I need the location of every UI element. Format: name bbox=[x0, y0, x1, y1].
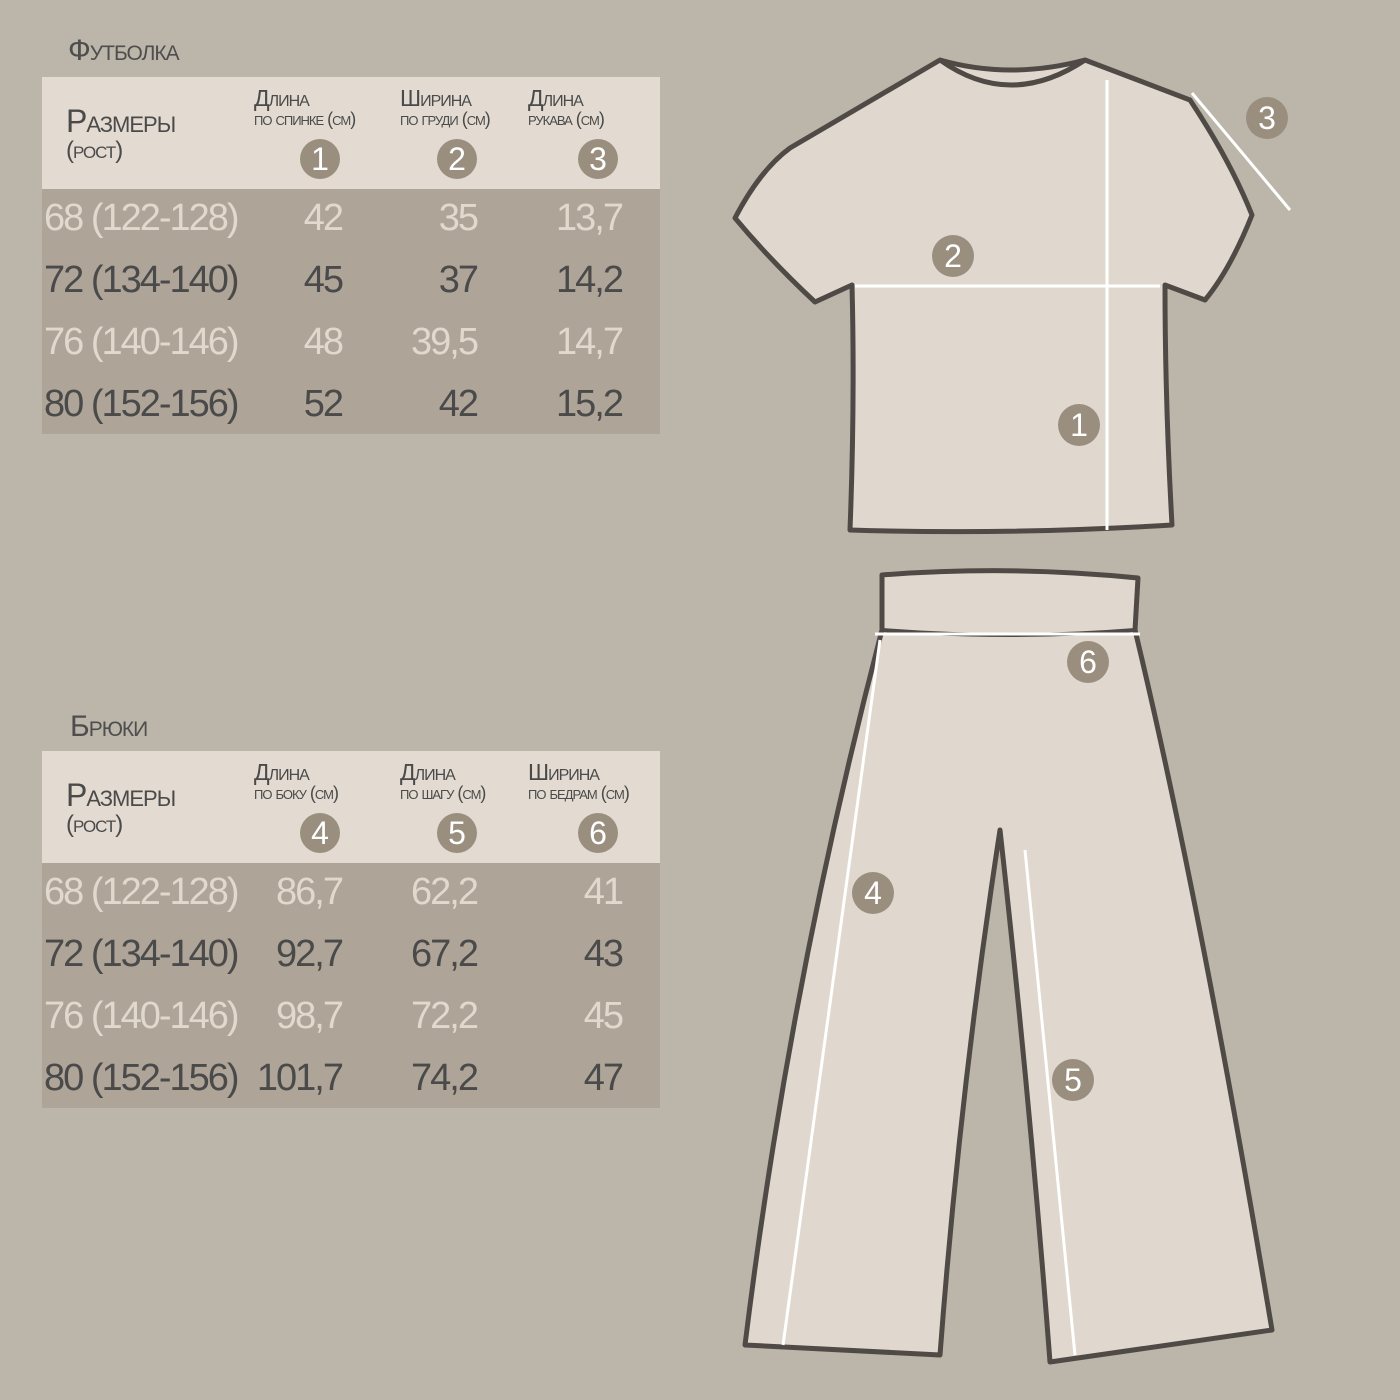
table-row: 80 (152-156) 101,7 74,2 47 bbox=[42, 1049, 660, 1111]
column-header: Длина по боку (см) bbox=[254, 759, 339, 804]
value-cell: 92,7 bbox=[276, 933, 344, 975]
measurement-badge: 2 bbox=[437, 139, 477, 179]
measurement-badge: 5 bbox=[437, 813, 477, 853]
value-cell: 42 bbox=[303, 197, 344, 239]
size-cell: 72 (134-140) bbox=[44, 259, 240, 301]
value-cell: 98,7 bbox=[276, 995, 344, 1037]
size-header: Размеры bbox=[66, 777, 176, 813]
tshirt-title: Футболка bbox=[68, 34, 180, 67]
pants-size-table: Размеры (рост) Длина по боку (см) 4 Длин… bbox=[42, 751, 660, 1108]
size-cell: 72 (134-140) bbox=[44, 933, 240, 975]
table-row: 68 (122-128) 86,7 62,2 41 bbox=[42, 863, 660, 925]
tshirt-drawing bbox=[732, 57, 1255, 535]
value-cell: 45 bbox=[303, 259, 344, 301]
value-cell: 101,7 bbox=[256, 1057, 344, 1099]
table-row: 72 (134-140) 92,7 67,2 43 bbox=[42, 925, 660, 987]
table-header: Размеры (рост) Длина по боку (см) 4 Длин… bbox=[42, 751, 660, 863]
size-cell: 76 (140-146) bbox=[44, 995, 240, 1037]
value-cell: 62,2 bbox=[411, 871, 479, 913]
value-cell: 35 bbox=[438, 197, 479, 239]
value-cell: 43 bbox=[583, 933, 624, 975]
table-row: 76 (140-146) 98,7 72,2 45 bbox=[42, 987, 660, 1049]
diagram-badge: 5 bbox=[1052, 1059, 1094, 1101]
size-header: Размеры bbox=[66, 103, 176, 139]
size-cell: 68 (122-128) bbox=[44, 197, 240, 239]
value-cell: 14,7 bbox=[556, 321, 624, 363]
diagram-badge: 4 bbox=[852, 872, 894, 914]
value-cell: 48 bbox=[303, 321, 344, 363]
table-header: Размеры (рост) Длина по спинке (см) 1 Ши… bbox=[42, 77, 660, 189]
value-cell: 86,7 bbox=[276, 871, 344, 913]
table-body: 68 (122-128) 86,7 62,2 41 72 (134-140) 92,7 6… bbox=[42, 863, 660, 1108]
measurement-lines bbox=[781, 80, 1292, 1356]
column-header: Длина по шагу (см) bbox=[400, 759, 486, 804]
height-subheader: (рост) bbox=[66, 811, 123, 838]
value-cell: 37 bbox=[438, 259, 479, 301]
value-cell: 47 bbox=[583, 1057, 624, 1099]
value-cell: 45 bbox=[583, 995, 624, 1037]
diagram-badge: 1 bbox=[1058, 404, 1100, 446]
tshirt-size-table: Размеры (рост) Длина по спинке (см) 1 Ши… bbox=[42, 77, 660, 434]
value-cell: 15,2 bbox=[556, 383, 624, 425]
value-cell: 42 bbox=[438, 383, 479, 425]
column-header: Длина рукава (см) bbox=[528, 85, 605, 130]
column-header: Ширина по груди (см) bbox=[400, 85, 491, 130]
value-cell: 67,2 bbox=[411, 933, 479, 975]
value-cell: 72,2 bbox=[411, 995, 479, 1037]
value-cell: 41 bbox=[583, 871, 624, 913]
height-subheader: (рост) bbox=[66, 137, 123, 164]
size-cell: 76 (140-146) bbox=[44, 321, 240, 363]
column-header: Длина по спинке (см) bbox=[254, 85, 356, 130]
table-row: 68 (122-128) 42 35 13,7 bbox=[42, 189, 660, 251]
table-row: 72 (134-140) 45 37 14,2 bbox=[42, 251, 660, 313]
value-cell: 74,2 bbox=[411, 1057, 479, 1099]
size-cell: 80 (152-156) bbox=[44, 383, 240, 425]
measurement-badge: 4 bbox=[300, 813, 340, 853]
measurement-badge: 3 bbox=[578, 139, 618, 179]
column-header: Ширина по бедрам (см) bbox=[528, 759, 630, 804]
table-row: 80 (152-156) 52 42 15,2 bbox=[42, 375, 660, 437]
pants-title: Брюки bbox=[70, 710, 148, 743]
value-cell: 14,2 bbox=[556, 259, 624, 301]
measurement-badge: 1 bbox=[300, 139, 340, 179]
size-cell: 68 (122-128) bbox=[44, 871, 240, 913]
value-cell: 39,5 bbox=[411, 321, 479, 363]
value-cell: 52 bbox=[303, 383, 344, 425]
measurement-badge: 6 bbox=[578, 813, 618, 853]
diagram-badge: 6 bbox=[1067, 641, 1109, 683]
size-cell: 80 (152-156) bbox=[44, 1057, 240, 1099]
value-cell: 13,7 bbox=[556, 197, 624, 239]
diagram-badge: 3 bbox=[1246, 97, 1288, 139]
table-row: 76 (140-146) 48 39,5 14,7 bbox=[42, 313, 660, 375]
pants-drawing bbox=[742, 568, 1275, 1365]
table-body: 68 (122-128) 42 35 13,7 72 (134-140) 45 37 14,… bbox=[42, 189, 660, 434]
diagram-badge: 2 bbox=[932, 235, 974, 277]
